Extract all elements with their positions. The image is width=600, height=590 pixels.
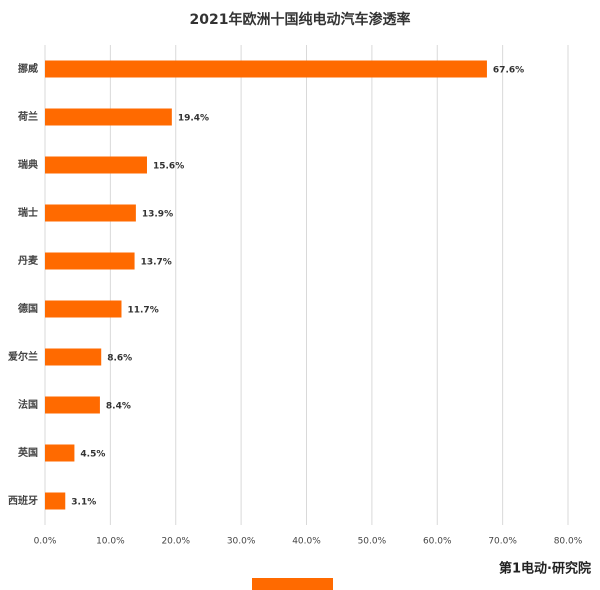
value-label: 13.7% (141, 258, 172, 268)
value-label: 8.4% (106, 402, 131, 412)
y-tick-label: 德国 (17, 302, 38, 315)
y-tick-label: 法国 (18, 398, 38, 411)
bar (45, 156, 147, 174)
x-tick-label: 70.0% (488, 537, 517, 547)
source-logo: 第1电动·研究院 (499, 561, 591, 577)
y-tick-label: 英国 (17, 446, 38, 459)
value-label: 3.1% (71, 498, 96, 508)
x-tick-label: 60.0% (423, 537, 452, 547)
bar (45, 492, 66, 510)
y-tick-label: 挪威 (18, 62, 38, 75)
x-tick-label: 10.0% (96, 537, 125, 547)
bar (45, 396, 100, 414)
bar (45, 348, 102, 366)
y-tick-label: 西班牙 (8, 494, 38, 507)
y-tick-label: 瑞典 (18, 158, 38, 171)
x-tick-label: 40.0% (292, 537, 321, 547)
bar (45, 204, 136, 222)
x-tick-label: 80.0% (554, 537, 583, 547)
y-tick-label: 爱尔兰 (8, 350, 38, 363)
bar (45, 108, 172, 126)
x-tick-label: 20.0% (161, 537, 190, 547)
value-label: 8.6% (107, 354, 132, 364)
y-tick-label: 瑞士 (18, 206, 38, 219)
bar (45, 60, 487, 78)
y-tick-label: 丹麦 (18, 254, 39, 267)
value-label: 19.4% (178, 114, 209, 124)
chart-title: 2021年欧洲十国纯电动汽车渗透率 (190, 11, 411, 28)
y-tick-label: 荷兰 (17, 110, 38, 123)
legend-swatch (252, 578, 333, 590)
bar (45, 300, 122, 318)
x-tick-label: 50.0% (358, 537, 387, 547)
value-label: 11.7% (127, 306, 158, 316)
value-label: 15.6% (153, 162, 184, 172)
bar (45, 252, 135, 270)
value-label: 67.6% (493, 66, 524, 76)
value-label: 4.5% (80, 450, 105, 460)
x-tick-label: 0.0% (34, 537, 57, 547)
value-label: 13.9% (142, 210, 173, 220)
bar (45, 444, 75, 462)
x-tick-label: 30.0% (227, 537, 256, 547)
